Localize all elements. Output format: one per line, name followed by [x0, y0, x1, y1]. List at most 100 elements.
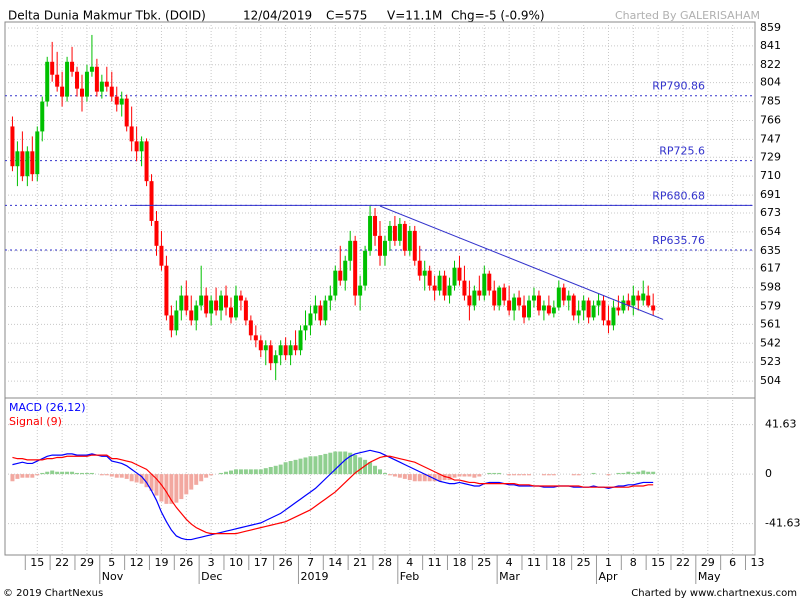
histogram-bar — [492, 472, 497, 475]
histogram-bar — [387, 474, 392, 476]
macd-line — [12, 449, 654, 541]
candle-body — [134, 141, 139, 152]
histogram-bar — [333, 451, 338, 475]
candle-body — [497, 287, 502, 306]
histogram-bar — [228, 470, 233, 475]
candle-body — [601, 300, 606, 321]
candle-body — [368, 215, 373, 251]
histogram-bar — [30, 474, 35, 478]
candle-body — [184, 295, 189, 311]
histogram-bar — [462, 474, 467, 477]
histogram-bar — [79, 472, 84, 475]
histogram-bar — [437, 474, 442, 482]
candle-body — [477, 290, 482, 296]
level-label: RP725.6 — [659, 145, 705, 158]
candle-body — [55, 74, 60, 87]
candle-body — [527, 300, 532, 318]
y-tick-label: 673 — [760, 206, 781, 219]
x-tick-label: 22 — [55, 556, 69, 569]
candle-body — [219, 295, 224, 311]
histogram-bar — [70, 471, 75, 475]
candle-body — [427, 270, 432, 286]
histogram-bar — [55, 471, 60, 475]
histogram-bar — [154, 474, 159, 496]
histogram-bar — [363, 459, 368, 475]
candle-body — [551, 307, 556, 314]
candle-body — [571, 295, 576, 316]
x-tick-label: 14 — [328, 556, 342, 569]
histogram-bar — [651, 471, 656, 475]
histogram-bar — [522, 474, 527, 476]
histogram-bar — [60, 471, 65, 475]
candle-body — [338, 270, 343, 281]
candle-body — [407, 230, 412, 251]
candle-body — [512, 297, 517, 311]
histogram-bar — [243, 469, 248, 475]
histogram-bar — [546, 474, 551, 476]
histogram-bar — [149, 474, 154, 491]
y-tick-label: 710 — [760, 169, 781, 182]
histogram-bar — [412, 474, 417, 482]
histogram-bar — [238, 469, 243, 475]
legend-entry: MACD (26,12) — [9, 401, 86, 414]
histogram-bar — [571, 474, 576, 476]
trend-line — [379, 205, 664, 320]
candle-body — [253, 335, 258, 341]
histogram-bar — [472, 474, 477, 478]
histogram-bar — [199, 474, 204, 482]
copyright: © 2019 ChartNexus — [3, 588, 103, 599]
candle-body — [258, 340, 263, 351]
month-label: Nov — [102, 570, 124, 583]
x-tick-label: 4 — [506, 556, 513, 569]
candle-body — [546, 305, 551, 314]
candle-body — [174, 310, 179, 331]
candle-body — [204, 295, 209, 314]
histogram-bar — [293, 459, 298, 475]
x-tick-label: 25 — [477, 556, 491, 569]
candle-body — [522, 305, 527, 318]
histogram-bar — [517, 474, 522, 476]
candle-body — [333, 270, 338, 296]
histogram-bar — [45, 471, 50, 475]
histogram-bar — [283, 462, 288, 475]
histogram-bar — [497, 472, 502, 475]
histogram-bar — [258, 469, 263, 475]
candle-body — [293, 345, 298, 351]
candle-body — [50, 61, 55, 75]
histogram-bar — [164, 474, 169, 504]
histogram-bar — [641, 470, 646, 475]
y-tick-label: 523 — [760, 355, 781, 368]
histogram-bar — [15, 474, 20, 479]
candle-body — [139, 141, 144, 152]
candle-body — [611, 307, 616, 326]
x-tick-label: 13 — [750, 556, 764, 569]
histogram-bar — [338, 451, 343, 475]
candle-body — [164, 265, 169, 316]
candle-body — [303, 325, 308, 331]
x-tick-label: 15 — [30, 556, 44, 569]
histogram-bar — [288, 461, 293, 475]
candle-body — [576, 310, 581, 316]
y-tick-label: 841 — [760, 39, 781, 52]
candle-body — [373, 215, 378, 236]
candle-body — [556, 287, 561, 308]
x-tick-label: 26 — [179, 556, 193, 569]
candle-body — [154, 220, 159, 246]
header-info: Chg=-5 (-0.9%) — [451, 9, 545, 23]
histogram-bar — [591, 472, 596, 475]
histogram-bar — [308, 456, 313, 475]
candle-body — [323, 300, 328, 321]
candle-body — [472, 290, 477, 306]
candle-body — [75, 71, 80, 89]
candle-body — [104, 81, 109, 87]
histogram-bar — [541, 474, 546, 476]
candle-body — [358, 285, 363, 296]
histogram-bar — [273, 465, 278, 475]
candle-body — [313, 305, 318, 314]
y-tick-label: -41.63 — [765, 517, 800, 530]
x-tick-label: 3 — [208, 556, 215, 569]
histogram-bar — [427, 474, 432, 482]
candle-body — [606, 320, 611, 326]
candle-body — [243, 300, 248, 321]
candle-body — [224, 295, 229, 308]
